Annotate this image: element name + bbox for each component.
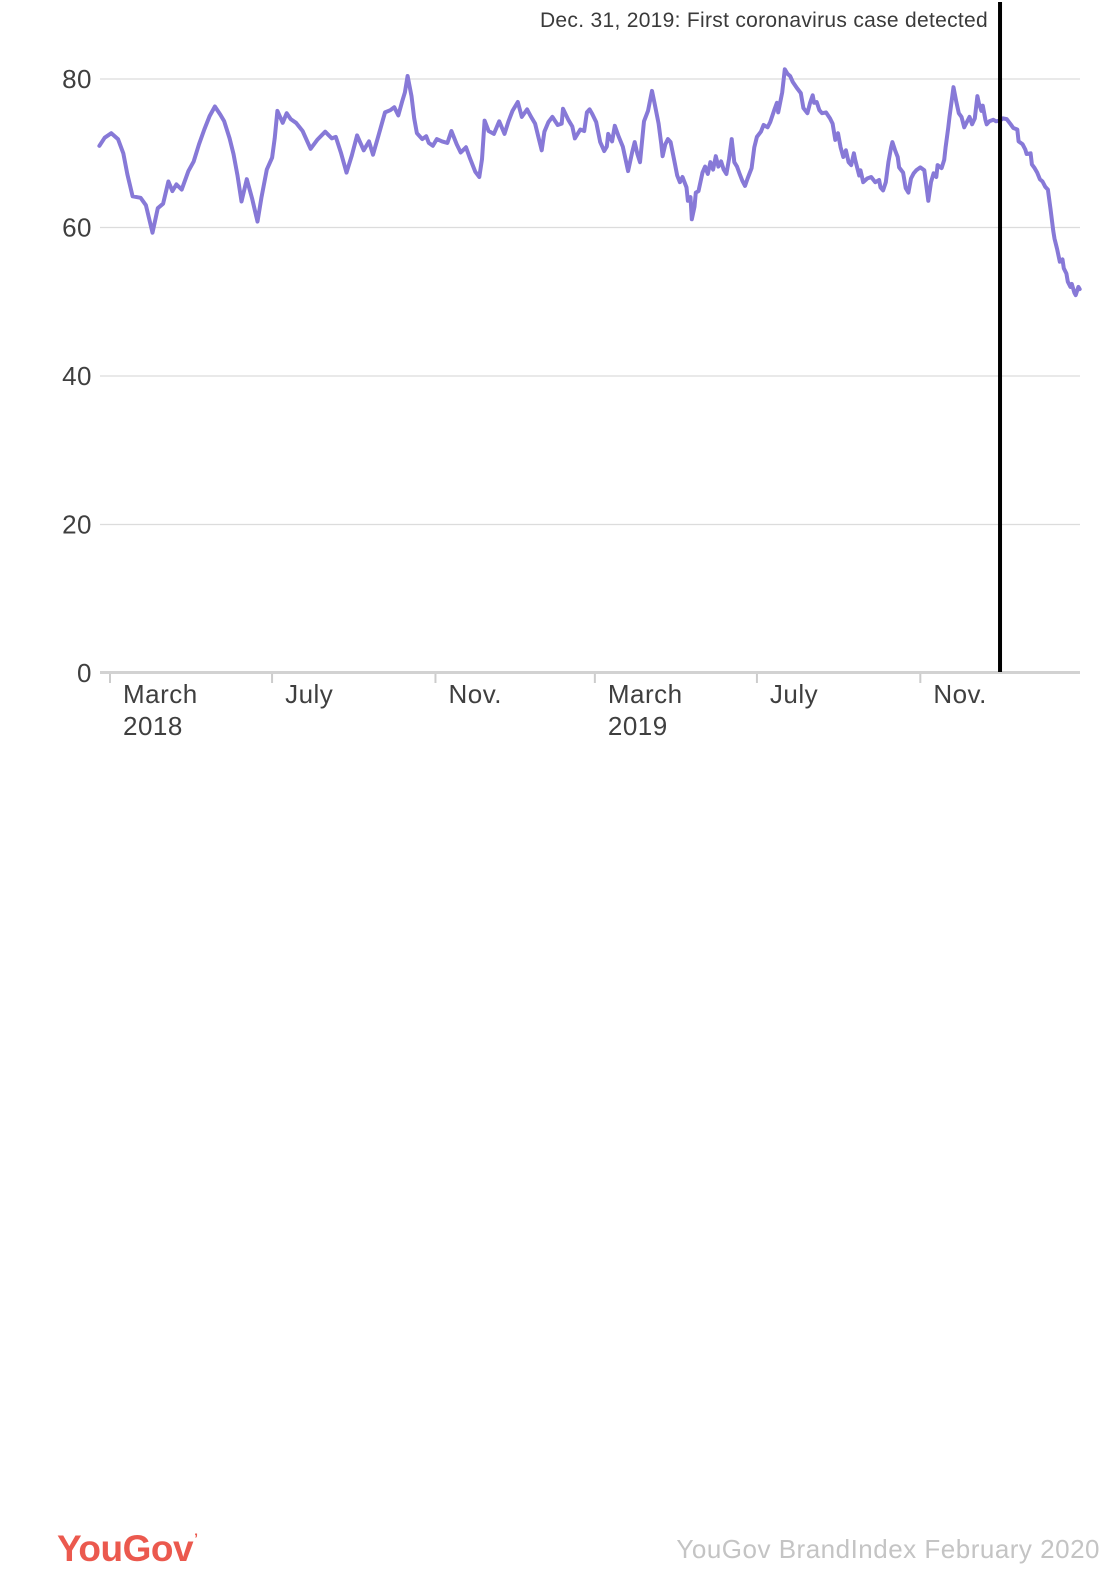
series-line-brand-score: [97, 67, 1082, 298]
x-tick-label-1: July: [285, 679, 333, 709]
event-annotation-label: Dec. 31, 2019: First coronavirus case de…: [540, 9, 988, 32]
x-tick-year-label-3: 2019: [608, 711, 668, 741]
y-tick-label-60: 60: [62, 213, 92, 243]
source-attribution: YouGov BrandIndex February 2020: [676, 1534, 1100, 1564]
chart-footer: YouGov’ YouGov BrandIndex February 2020: [0, 760, 1116, 1569]
y-tick-label-20: 20: [62, 510, 92, 540]
x-tick-label-0: March: [123, 679, 198, 709]
y-tick-label-0: 0: [77, 658, 92, 688]
logo-trademark-icon: ’: [194, 1530, 198, 1546]
yougov-logo: YouGov’: [57, 1528, 198, 1570]
x-tick-label-5: Nov.: [933, 679, 987, 709]
yougov-logo-text: YouGov: [57, 1528, 194, 1569]
brand-score-line-chart: 0 20 40 60 80 March 2018 July Nov. March 2019 July…: [0, 0, 1116, 760]
x-tick-label-3: March: [608, 679, 683, 709]
y-tick-label-40: 40: [62, 361, 92, 391]
x-tick-label-4: July: [770, 679, 818, 709]
y-tick-label-80: 80: [62, 64, 92, 94]
x-tick-label-2: Nov.: [448, 679, 502, 709]
x-tick-year-label-0: 2018: [123, 711, 183, 741]
